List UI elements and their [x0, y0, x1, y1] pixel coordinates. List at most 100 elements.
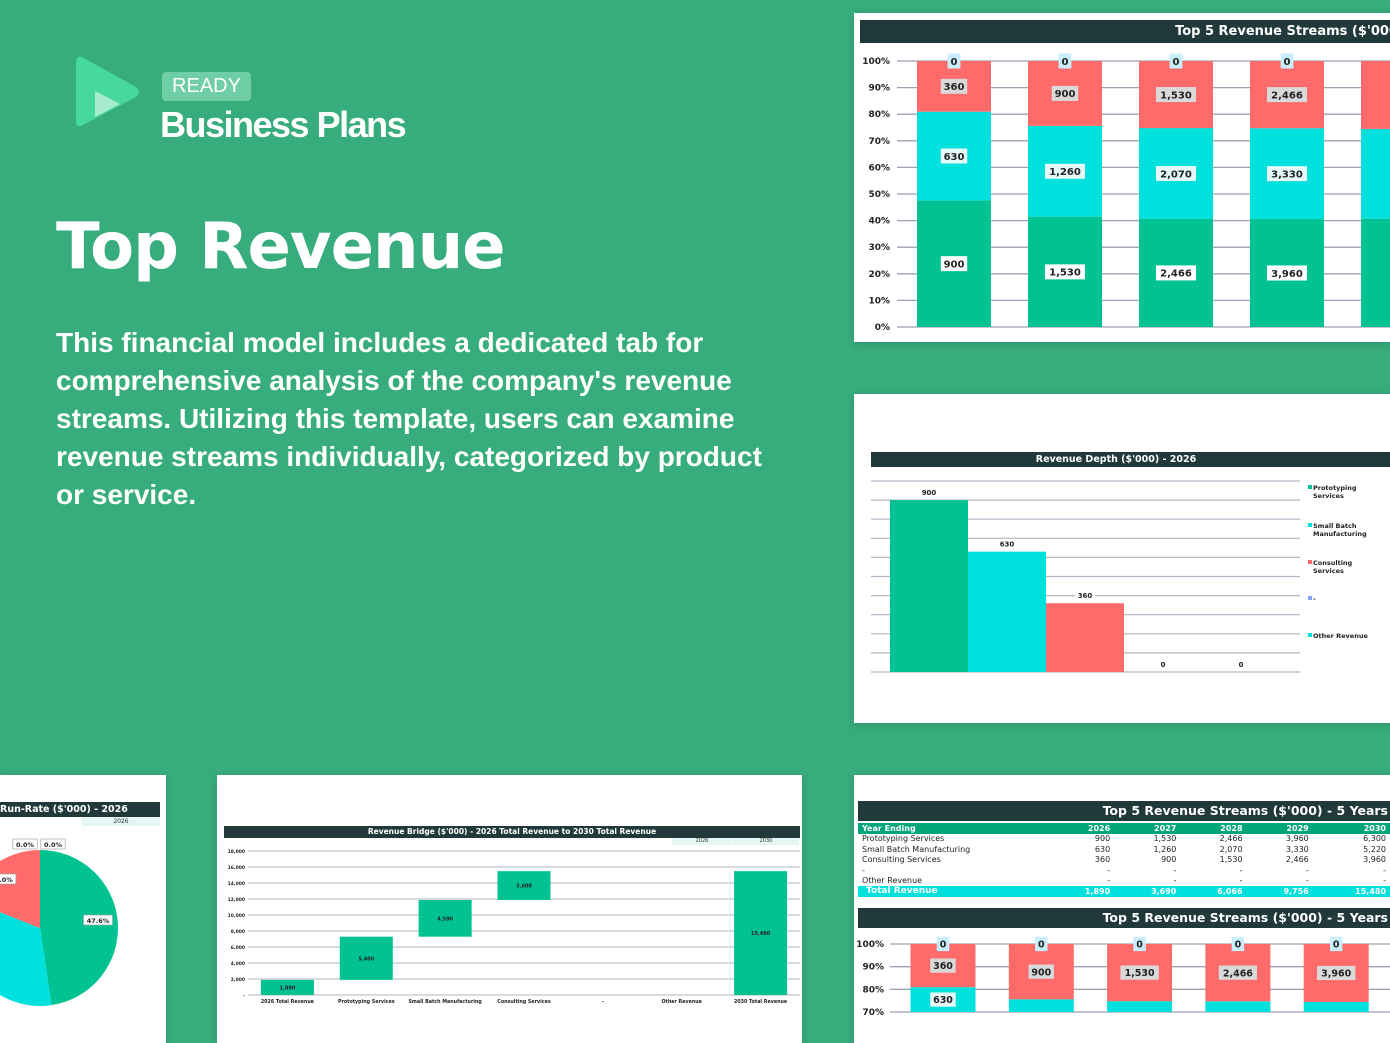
five-year-panel: Top 5 Revenue Streams ($'000) - 5 Years …: [854, 775, 1390, 1043]
data-label-bg: [1133, 936, 1146, 952]
legend-swatch: [1308, 560, 1312, 564]
table-cell: 1,260: [1153, 844, 1177, 854]
revenue-depth-panel: Revenue Depth ($'000) - 2026 900 630 360 0 0…: [854, 394, 1390, 723]
data-label-bg: [1231, 936, 1245, 952]
data-label-bg: [1267, 265, 1307, 281]
row-label: Consulting Services: [862, 855, 941, 865]
legend-swatch: [1308, 596, 1312, 600]
data-label-bg: [947, 53, 961, 69]
y-tick-label: 90%: [868, 84, 890, 94]
data-label-bg: [1156, 87, 1196, 103]
data-label-bg: [1045, 163, 1085, 179]
data-label-bg: [1317, 965, 1356, 981]
data-label: 3,600: [516, 884, 532, 890]
y-tick-label: 70%: [862, 1008, 884, 1018]
bar: [418, 899, 472, 937]
stacked-percent-chart-small: 100% 90% 80% 70% 630 360 0 900 0 1,530 0 2,466 0 3,96…: [856, 936, 1390, 1018]
data-label: 900: [1055, 89, 1076, 100]
x-tick-label: Small Batch Manufacturing: [408, 999, 482, 1005]
data-label: 2,466: [1160, 269, 1192, 280]
table-cell: -: [1305, 876, 1309, 886]
data-label: 0: [1136, 940, 1143, 951]
data-label-bg: [1169, 53, 1183, 69]
bar: [890, 500, 968, 672]
y-tick-label: 80%: [868, 110, 890, 120]
data-label: 1,530: [1049, 268, 1081, 279]
pie-slice: [0, 912, 52, 1006]
table-cell: 900: [1161, 855, 1177, 865]
row-label: -: [862, 865, 865, 875]
y-tick-label: 100%: [856, 940, 884, 950]
table-cell: -: [1239, 876, 1243, 886]
data-label-bg: [940, 78, 968, 94]
legend-swatch: [1308, 485, 1312, 489]
data-label-bg: [1156, 165, 1196, 181]
x-tick-label: Other Revenue: [661, 999, 702, 1005]
y-tick-label: 8,000: [231, 929, 245, 935]
data-label-bg: [1231, 660, 1251, 669]
table-title: Top 5 Revenue Streams ($'000) - 5 Years: [858, 801, 1390, 821]
revenue-bridge-panel: Revenue Bridge ($'000) - 2026 Total Reve…: [217, 775, 802, 1043]
data-label: 2,466: [1271, 90, 1303, 101]
data-label-bg: [1075, 591, 1095, 601]
data-label: 0: [940, 940, 947, 951]
data-label: 900: [1031, 967, 1051, 978]
table-cell: 2,466: [1219, 834, 1243, 844]
data-label-bg: [1156, 265, 1196, 281]
data-label: 630: [933, 995, 953, 1006]
data-label: 3,960: [1271, 269, 1303, 280]
play-triangle-logo-icon: [76, 56, 139, 127]
year-header: 2026: [672, 838, 732, 845]
data-label-bg: [940, 256, 968, 272]
bar-segment: [1107, 1001, 1173, 1012]
y-tick-label: 90%: [862, 963, 884, 973]
table-cell: 2,466: [1285, 855, 1309, 865]
data-label: 0: [1038, 940, 1045, 951]
data-label-bg: [1267, 87, 1307, 103]
data-label-bg: [930, 992, 956, 1007]
pie-slice: [0, 850, 40, 928]
data-label: 4,590: [437, 916, 453, 922]
column-header: 2030: [1363, 823, 1386, 833]
legend-label: Manufacturing: [1313, 530, 1367, 538]
data-label-bg: [1267, 166, 1307, 182]
y-tick-label: 6,000: [231, 945, 245, 951]
data-label: 1,530: [1160, 90, 1192, 101]
data-label: 0.0%: [16, 841, 35, 849]
table-row: Consulting Services 360 900 1,530 2,466 3,960: [858, 855, 1390, 866]
data-label-bg: [1120, 965, 1159, 980]
data-label: 1,530: [1125, 968, 1155, 979]
data-label: 900: [922, 489, 937, 497]
table-cell: 3,960: [1363, 855, 1386, 865]
data-label: 0.0%: [44, 841, 63, 849]
revenue-table: Year Ending 2026 2027 2028 2029 2030 Pro…: [858, 823, 1390, 897]
data-label-bg: [1218, 965, 1258, 980]
bar-segment: [1361, 61, 1390, 130]
legend-swatch: [1308, 633, 1312, 637]
data-label-bg: [1280, 53, 1294, 69]
total-label: Total Revenue: [866, 886, 938, 897]
y-tick-label: 0%: [875, 323, 890, 333]
bar-segment: [1008, 999, 1074, 1012]
top-streams-chart-panel: Top 5 Revenue Streams ($'000 100% 90% 80% 7…: [854, 13, 1390, 342]
data-label-bg: [1028, 964, 1054, 979]
chart-title: Top 5 Revenue Streams ($'000) - 5 Years: [858, 908, 1390, 928]
column-header: 2028: [1220, 823, 1243, 833]
y-tick-label: 80%: [862, 985, 884, 995]
run-rate-pie-panel: Run-Rate ($'000) - 2026 2026 47.6% 0.0% 0.…: [0, 775, 166, 1043]
legend-label: Small Batch: [1313, 522, 1357, 530]
data-label: 1,260: [1049, 167, 1081, 178]
data-label: 0: [1161, 661, 1166, 669]
table-cell: 900: [1094, 834, 1111, 844]
data-label-bg: [0, 873, 17, 885]
table-cell: 360: [1094, 855, 1111, 865]
legend-swatch: [1308, 523, 1312, 527]
data-label: 360: [933, 961, 953, 972]
data-label: 630: [1000, 541, 1015, 549]
bar: [968, 551, 1046, 672]
data-label: 360: [1078, 592, 1093, 600]
x-tick-label: -: [602, 1000, 604, 1005]
y-tick-label: 4,000: [231, 961, 245, 967]
y-tick-label: 10,000: [228, 913, 245, 919]
y-tick-label: 14,000: [228, 881, 245, 887]
